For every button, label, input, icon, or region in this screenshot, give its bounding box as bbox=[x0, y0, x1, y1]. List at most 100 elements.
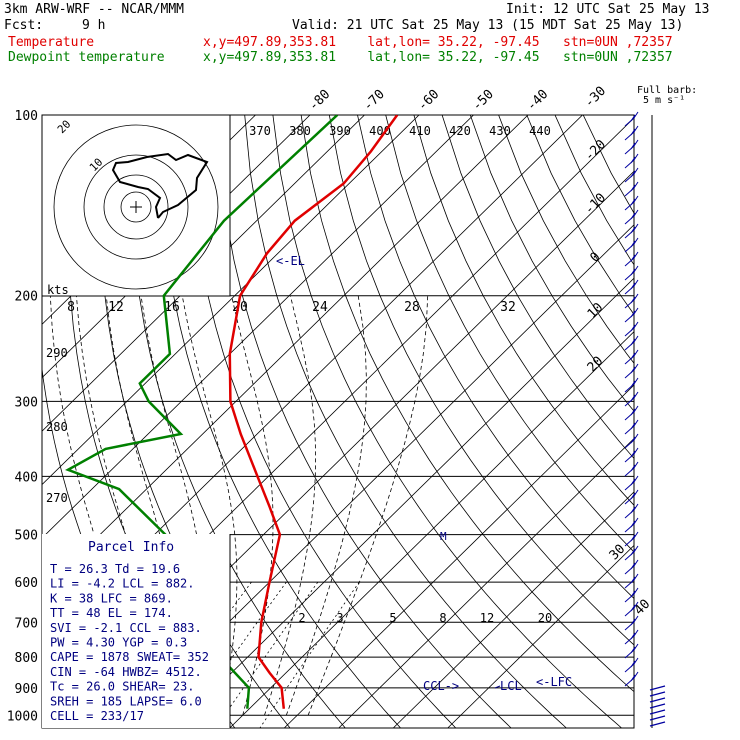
barb-flag bbox=[633, 391, 639, 399]
barb-flag bbox=[630, 562, 636, 570]
pressure-label: 300 bbox=[15, 395, 38, 410]
forecast-hour: 9 h bbox=[82, 18, 106, 33]
hodograph-speed-label: 12 bbox=[108, 300, 124, 315]
plot-frame bbox=[41, 114, 635, 729]
wind-barb bbox=[624, 573, 639, 589]
wind-barb bbox=[624, 321, 639, 337]
parcel-info-box bbox=[42, 534, 230, 728]
barb-flag bbox=[630, 310, 636, 318]
lfc-marker-label: <-LFC bbox=[536, 675, 572, 689]
barb-flag bbox=[630, 352, 636, 360]
barb-flag bbox=[630, 198, 636, 206]
isotherm-line bbox=[338, 437, 634, 728]
pressure-label: 200 bbox=[15, 290, 38, 305]
isotherm-label: 0 bbox=[587, 250, 603, 266]
hodograph-speed-label: 28 bbox=[404, 300, 420, 315]
theta-e-label: 410 bbox=[409, 124, 431, 138]
forecast-label: Fcst: bbox=[4, 18, 44, 33]
barb-flag bbox=[630, 254, 636, 262]
pressure-label: 500 bbox=[15, 529, 38, 544]
isotherm-label: -50 bbox=[470, 87, 497, 114]
dry-adiabat-line bbox=[469, 115, 634, 412]
wind-barb bbox=[624, 111, 639, 127]
dry-adiabat-line bbox=[328, 115, 634, 646]
barb-flag bbox=[630, 660, 636, 668]
dry-adiabat-line bbox=[159, 115, 401, 728]
barb-dense bbox=[649, 685, 666, 691]
isotherm-label: 10 bbox=[585, 300, 607, 322]
barb-flag bbox=[630, 436, 636, 444]
isotherm-label: 40 bbox=[632, 597, 654, 619]
barb-flag bbox=[630, 604, 636, 612]
barb-flag bbox=[633, 559, 639, 567]
barb-flag bbox=[630, 142, 636, 150]
barb-flag bbox=[633, 349, 639, 357]
barb-flag bbox=[630, 492, 636, 500]
wind-barb bbox=[624, 195, 639, 211]
wind-barb bbox=[624, 433, 639, 449]
wind-barb bbox=[624, 335, 639, 351]
wind-barb bbox=[624, 671, 639, 687]
barb-flag bbox=[630, 296, 636, 304]
wind-barb bbox=[624, 265, 639, 281]
parcel-info-row: LI = -4.2 LCL = 882. bbox=[50, 577, 195, 591]
wind-barb bbox=[624, 293, 639, 309]
parcel-info-row: CAPE = 1878 SWEAT= 352 bbox=[50, 650, 209, 664]
wind-barb bbox=[624, 461, 639, 477]
hodograph-speed-label: 8 bbox=[67, 300, 75, 315]
parcel-info-row: TT = 48 EL = 174. bbox=[50, 606, 173, 620]
wind-barb bbox=[624, 181, 639, 197]
barb-flag bbox=[633, 573, 639, 581]
isotherm-line bbox=[42, 115, 420, 486]
parcel-info-row: CIN = -64 HWBZ= 4512. bbox=[50, 665, 202, 679]
isotherm-line bbox=[42, 115, 365, 432]
dewpoint-location: x,y=497.89,353.81 lat,lon= 35.22, -97.45… bbox=[203, 50, 673, 65]
barb-flag bbox=[630, 548, 636, 556]
pressure-label: 900 bbox=[15, 682, 38, 697]
barb-flag bbox=[630, 394, 636, 402]
hodograph-ring bbox=[120, 191, 152, 223]
barb-flag bbox=[630, 576, 636, 584]
pressure-label: 100 bbox=[15, 109, 38, 124]
barb-flag bbox=[630, 156, 636, 164]
isotherm-label: -10 bbox=[582, 191, 609, 218]
wind-barb bbox=[624, 559, 639, 575]
pressure-label: 600 bbox=[15, 576, 38, 591]
wind-barb bbox=[624, 489, 639, 505]
wind-barb bbox=[624, 615, 639, 631]
dry-adiabat-line bbox=[272, 115, 622, 728]
hodograph-speed-label: 32 bbox=[500, 300, 516, 315]
dry-adiabat-line bbox=[187, 115, 457, 728]
barb-flag bbox=[630, 170, 636, 178]
isotherm-line bbox=[0, 115, 38, 728]
barb-flag bbox=[633, 587, 639, 595]
barb-flag bbox=[630, 646, 636, 654]
barb-flag bbox=[633, 475, 639, 483]
lcl-tick bbox=[494, 685, 501, 689]
isotherm-label: -40 bbox=[524, 87, 551, 114]
wind-barb bbox=[624, 153, 639, 169]
barb-flag bbox=[630, 520, 636, 528]
theta-e-label: 390 bbox=[329, 124, 351, 138]
barb-dense bbox=[649, 697, 666, 703]
barb-flag bbox=[630, 380, 636, 388]
barb-flag bbox=[630, 268, 636, 276]
parcel-info-title: Parcel Info bbox=[88, 540, 174, 555]
barb-flag bbox=[630, 632, 636, 640]
barb-flag bbox=[630, 282, 636, 290]
barb-flag bbox=[633, 517, 639, 525]
barb-flag bbox=[633, 251, 639, 259]
barb-flag bbox=[633, 125, 639, 133]
valid-time: Valid: 21 UTC Sat 25 May 13 (15 MDT Sat … bbox=[292, 18, 684, 33]
barb-flag bbox=[633, 433, 639, 441]
barb-flag bbox=[633, 335, 639, 343]
full-barb-note: Full barb: bbox=[637, 85, 697, 96]
parcel-info-row: K = 38 LFC = 869. bbox=[50, 591, 173, 605]
wind-barb bbox=[624, 279, 639, 295]
dry-adiabat-line bbox=[129, 115, 346, 728]
temperature-line bbox=[228, 115, 399, 709]
wind-barb bbox=[624, 237, 639, 253]
isotherm-line bbox=[392, 491, 634, 728]
el-marker-label: <-EL bbox=[276, 254, 305, 268]
